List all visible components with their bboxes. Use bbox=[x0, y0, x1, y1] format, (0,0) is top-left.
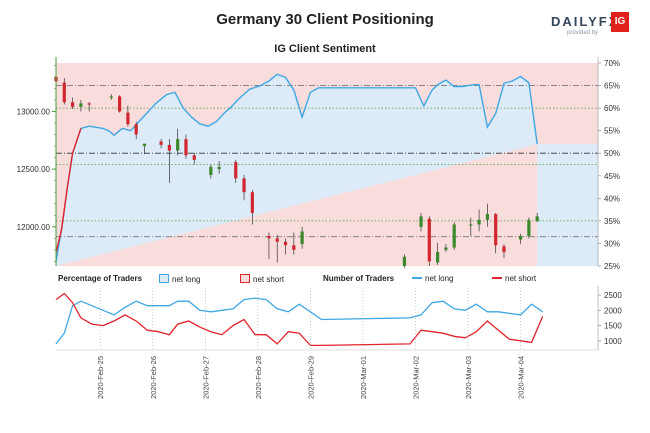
candle-body-6 bbox=[118, 96, 122, 112]
candle-body-8 bbox=[134, 124, 138, 135]
candle-body-1 bbox=[62, 82, 66, 103]
candle-body-13 bbox=[184, 139, 188, 156]
lower-tick-label-2500: 2500 bbox=[604, 291, 622, 300]
legend-pct-short-label: net short bbox=[253, 275, 285, 284]
candle-body-37 bbox=[527, 219, 531, 237]
x-tick-label-2: 2020-Feb-27 bbox=[201, 356, 210, 399]
logo-provided-by: provided by bbox=[567, 30, 599, 36]
candle-body-29 bbox=[444, 247, 448, 250]
candle-body-11 bbox=[167, 144, 171, 151]
x-tick-label-7: 2020-Mar-03 bbox=[464, 356, 473, 399]
candle-body-18 bbox=[242, 178, 246, 193]
candle-body-7 bbox=[126, 112, 130, 125]
legend-num-long: net long bbox=[412, 274, 453, 283]
candle-body-4 bbox=[87, 103, 91, 105]
legend-net-long-swatch bbox=[159, 274, 169, 283]
candle-body-25 bbox=[402, 256, 407, 266]
x-tick-label-0: 2020-Feb-25 bbox=[96, 356, 105, 399]
right-tick-label-55: 55% bbox=[604, 127, 620, 136]
net-long-pct-line bbox=[55, 73, 538, 262]
right-tick-label-35: 35% bbox=[604, 217, 620, 226]
legend-pct-long-label: net long bbox=[172, 275, 201, 284]
logo-brand: DAILYFX bbox=[551, 14, 620, 29]
candle-body-21 bbox=[275, 238, 279, 242]
net-long-area bbox=[56, 74, 598, 266]
left-tick-label-12500: 12500.00 bbox=[17, 165, 51, 174]
candle-body-38 bbox=[535, 216, 539, 222]
candle-body-27 bbox=[427, 218, 431, 262]
legend-num: Number of Traders bbox=[323, 274, 394, 283]
candle-body-14 bbox=[192, 155, 196, 160]
candle-body-10 bbox=[159, 141, 163, 145]
candle-body-20 bbox=[267, 236, 271, 239]
left-tick-label-13000: 13000.00 bbox=[17, 107, 51, 116]
lower-tick-label-1000: 1000 bbox=[604, 337, 622, 346]
x-tick-label-8: 2020-Mar-04 bbox=[517, 356, 526, 399]
right-tick-label-30: 30% bbox=[604, 239, 620, 248]
candle-body-34 bbox=[494, 214, 498, 246]
candle-body-36 bbox=[518, 236, 523, 240]
candle-body-30 bbox=[452, 224, 456, 248]
candle-body-12 bbox=[176, 139, 180, 151]
candle-body-19 bbox=[250, 192, 254, 213]
net-short-pct-line bbox=[55, 128, 82, 253]
left-tick-label-12000: 12000.00 bbox=[17, 223, 51, 232]
candle-body-28 bbox=[436, 252, 440, 263]
logo-ig-badge: IG bbox=[611, 12, 629, 32]
x-tick-label-1: 2020-Feb-26 bbox=[149, 356, 158, 399]
candle-body-23 bbox=[292, 245, 296, 250]
candle-body-15 bbox=[209, 166, 213, 175]
candle-body-24 bbox=[300, 231, 304, 245]
legend-num-short-label: net short bbox=[505, 274, 537, 283]
right-tick-label-45: 45% bbox=[604, 172, 620, 181]
legend-net-short-swatch bbox=[240, 274, 250, 283]
candle-body-3 bbox=[79, 103, 83, 107]
candle-body-31 bbox=[469, 224, 473, 226]
right-tick-label-40: 40% bbox=[604, 194, 620, 203]
lower-tick-label-2000: 2000 bbox=[604, 306, 622, 315]
right-tick-label-60: 60% bbox=[604, 104, 620, 113]
num-net-short-line bbox=[55, 292, 544, 347]
legend: Percentage of Traders bbox=[58, 274, 142, 283]
candle-body-16 bbox=[217, 166, 221, 170]
candle-body-26 bbox=[419, 216, 423, 227]
x-tick-label-4: 2020-Feb-29 bbox=[306, 356, 315, 399]
legend-num-title: Number of Traders bbox=[323, 274, 395, 283]
right-tick-label-50: 50% bbox=[604, 149, 620, 158]
net-long-area-tail bbox=[537, 144, 598, 266]
legend-num-long-label: net long bbox=[425, 274, 454, 283]
right-tick-label-25: 25% bbox=[604, 262, 620, 271]
candle-body-32 bbox=[477, 219, 481, 225]
num-net-long-line bbox=[55, 297, 544, 345]
candle-body-33 bbox=[485, 214, 489, 220]
x-tick-label-6: 2020-Mar-02 bbox=[411, 356, 420, 399]
lower-tick-label-1500: 1500 bbox=[604, 322, 622, 331]
candle-body-9 bbox=[142, 143, 147, 147]
legend-pct-long: net long bbox=[159, 274, 200, 284]
candle-body-22 bbox=[283, 241, 288, 246]
legend-pct-short: net short bbox=[240, 274, 284, 284]
candle-body-35 bbox=[502, 246, 506, 253]
chart-subtitle: IG Client Sentiment bbox=[274, 43, 376, 55]
legend-pct-title: Percentage of Traders bbox=[58, 274, 143, 283]
candle-body-2 bbox=[70, 102, 75, 107]
right-tick-label-70: 70% bbox=[604, 59, 620, 68]
legend-num-short: net short bbox=[492, 274, 536, 283]
chart-title: Germany 30 Client Positioning bbox=[216, 11, 434, 28]
x-tick-label-3: 2020-Feb-28 bbox=[254, 356, 263, 399]
legend-num-short-line bbox=[492, 277, 502, 279]
candle-body-5 bbox=[109, 96, 113, 98]
x-tick-label-5: 2020-Mar-01 bbox=[359, 356, 368, 399]
legend-num-long-line bbox=[412, 277, 422, 279]
candle-body-17 bbox=[234, 162, 238, 179]
right-tick-label-65: 65% bbox=[604, 82, 620, 91]
dailyfx-logo: DAILYFX provided by IG bbox=[551, 12, 650, 38]
